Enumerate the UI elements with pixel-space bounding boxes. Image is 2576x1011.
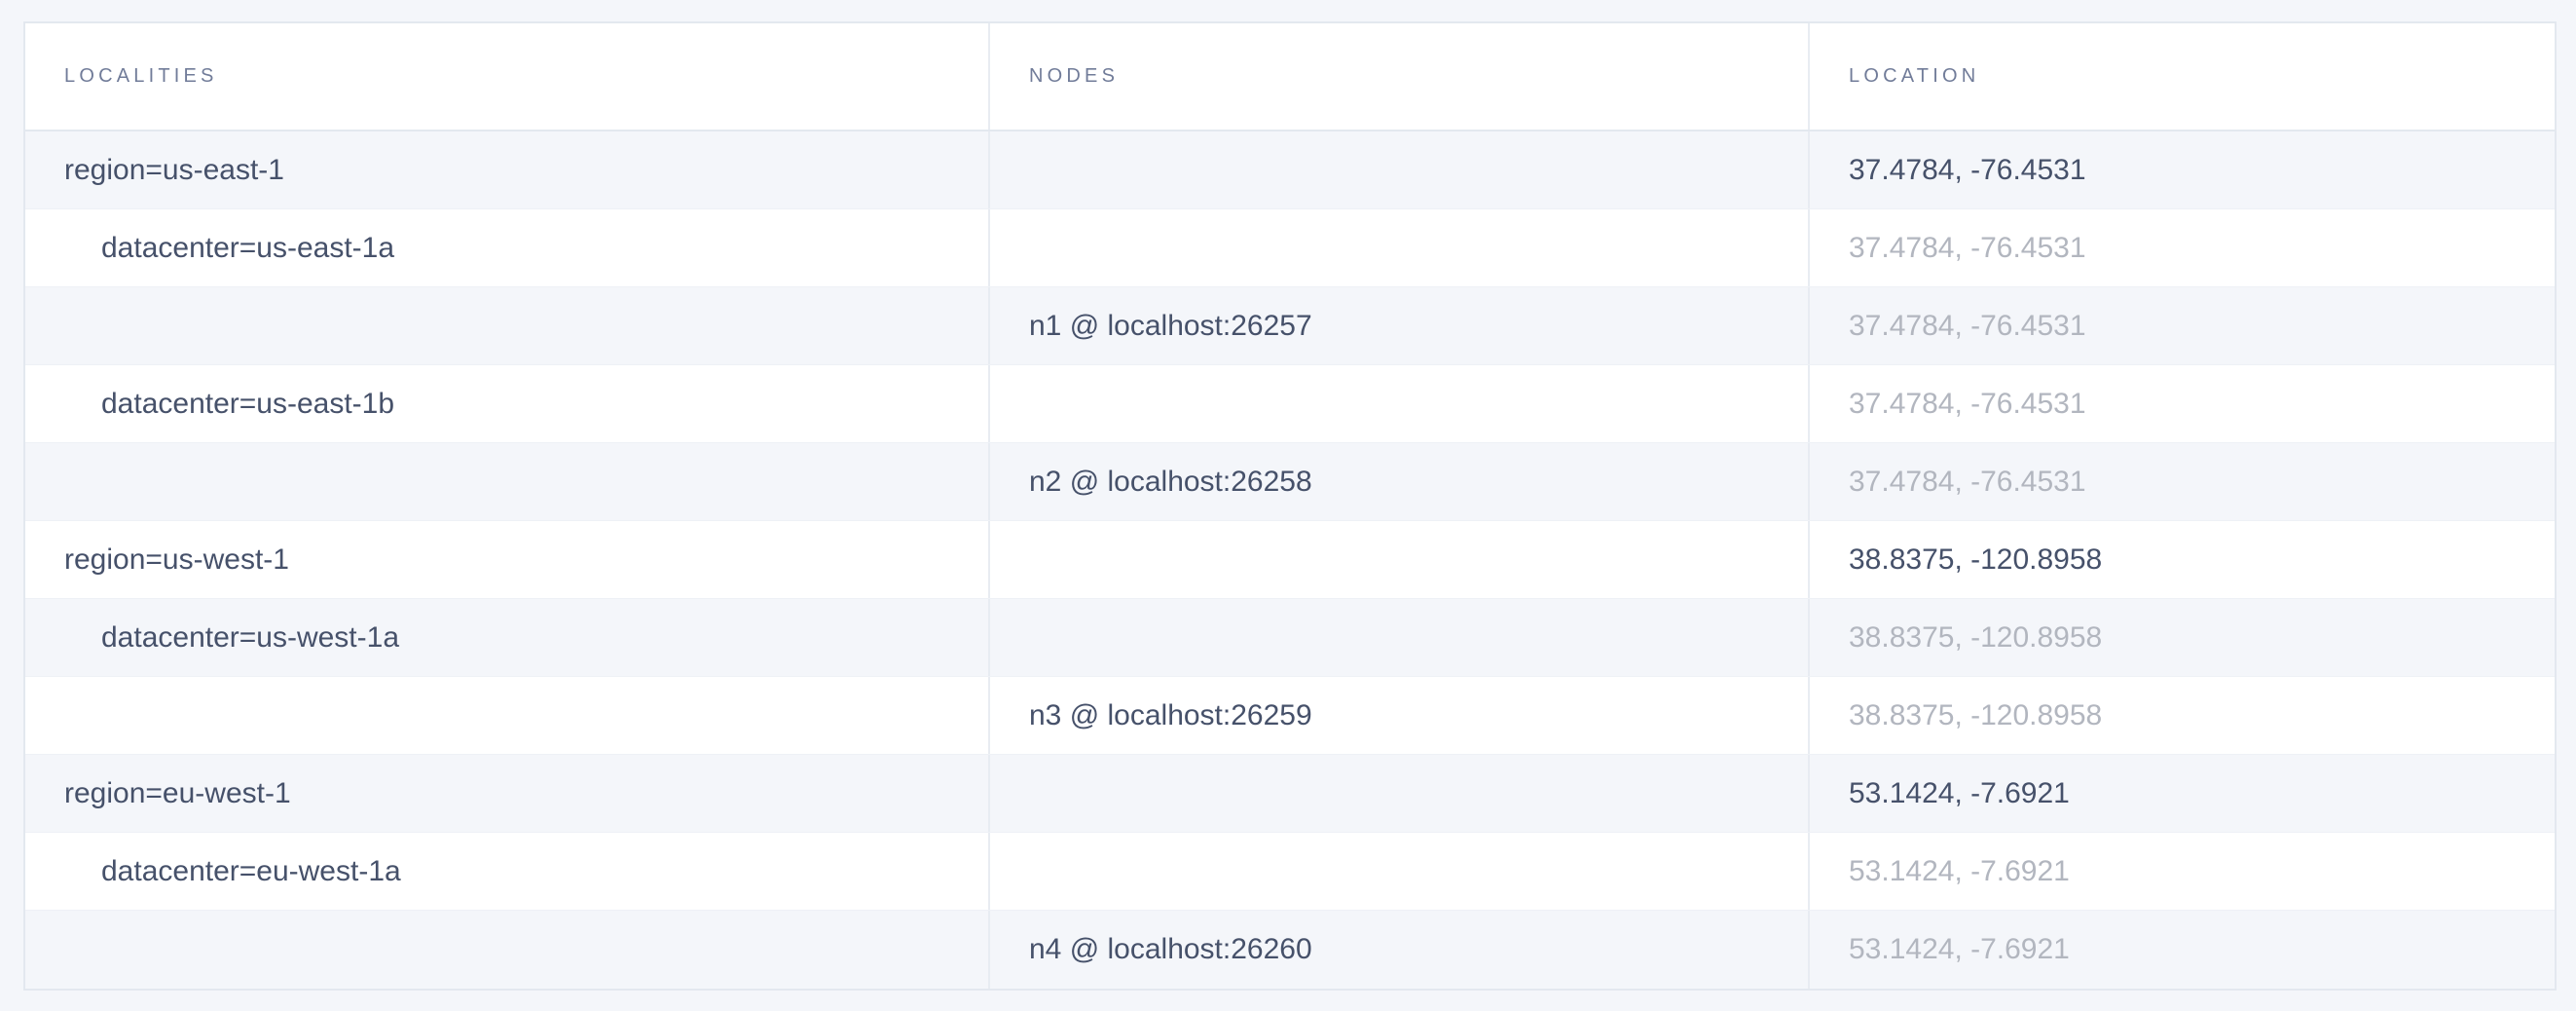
node-cell [990, 521, 1810, 598]
node-cell: n3 @ localhost:26259 [990, 677, 1810, 754]
table-row: datacenter=us-east-1a 37.4784, -76.4531 [25, 209, 2555, 287]
column-header-location: Location [1849, 65, 1980, 87]
column-header-nodes: Nodes [990, 23, 1810, 130]
location-cell: 38.8375, -120.8958 [1849, 620, 2103, 654]
table-header-row: Localities Nodes Location [25, 23, 2555, 131]
table-row: datacenter=us-east-1b 37.4784, -76.4531 [25, 365, 2555, 443]
table-body: region=us-east-1 37.4784, -76.4531 datac… [25, 131, 2555, 989]
table-row: n1 @ localhost:26257 37.4784, -76.4531 [25, 287, 2555, 365]
locality-cell [25, 287, 990, 364]
locality-cell [25, 443, 990, 520]
node-cell [990, 131, 1810, 208]
location-cell: 38.8375, -120.8958 [1849, 543, 2103, 576]
locality-cell: region=us-east-1 [25, 131, 990, 208]
location-cell: 53.1424, -7.6921 [1849, 854, 2070, 887]
locality-cell: region=us-west-1 [25, 521, 990, 598]
table-row: region=us-east-1 37.4784, -76.4531 [25, 131, 2555, 209]
node-cell [990, 209, 1810, 286]
node-cell [990, 833, 1810, 910]
table-row: n3 @ localhost:26259 38.8375, -120.8958 [25, 677, 2555, 755]
node-cell: n4 @ localhost:26260 [990, 911, 1810, 989]
location-cell: 37.4784, -76.4531 [1849, 387, 2086, 420]
locality-cell [25, 677, 990, 754]
locality-cell: datacenter=us-east-1a [25, 209, 990, 286]
column-header-localities: Localities [25, 23, 990, 130]
node-cell: n1 @ localhost:26257 [990, 287, 1810, 364]
locality-cell [25, 911, 990, 989]
locality-cell: datacenter=us-east-1b [25, 365, 990, 442]
table-row: datacenter=us-west-1a 38.8375, -120.8958 [25, 599, 2555, 677]
table-row: n4 @ localhost:26260 53.1424, -7.6921 [25, 911, 2555, 989]
localities-table: Localities Nodes Location region=us-east… [23, 21, 2557, 991]
node-cell [990, 365, 1810, 442]
locality-cell: datacenter=eu-west-1a [25, 833, 990, 910]
locality-cell: region=eu-west-1 [25, 755, 990, 832]
node-cell [990, 599, 1810, 676]
location-cell: 38.8375, -120.8958 [1849, 698, 2103, 731]
location-cell: 37.4784, -76.4531 [1849, 153, 2086, 186]
table-row: n2 @ localhost:26258 37.4784, -76.4531 [25, 443, 2555, 521]
table-row: datacenter=eu-west-1a 53.1424, -7.6921 [25, 833, 2555, 911]
node-cell: n2 @ localhost:26258 [990, 443, 1810, 520]
table-row: region=eu-west-1 53.1424, -7.6921 [25, 755, 2555, 833]
location-cell: 53.1424, -7.6921 [1849, 933, 2070, 965]
location-cell: 53.1424, -7.6921 [1849, 776, 2070, 809]
table-row: region=us-west-1 38.8375, -120.8958 [25, 521, 2555, 599]
location-cell: 37.4784, -76.4531 [1849, 231, 2086, 264]
location-cell: 37.4784, -76.4531 [1849, 309, 2086, 342]
location-cell: 37.4784, -76.4531 [1849, 465, 2086, 498]
node-cell [990, 755, 1810, 832]
locality-cell: datacenter=us-west-1a [25, 599, 990, 676]
